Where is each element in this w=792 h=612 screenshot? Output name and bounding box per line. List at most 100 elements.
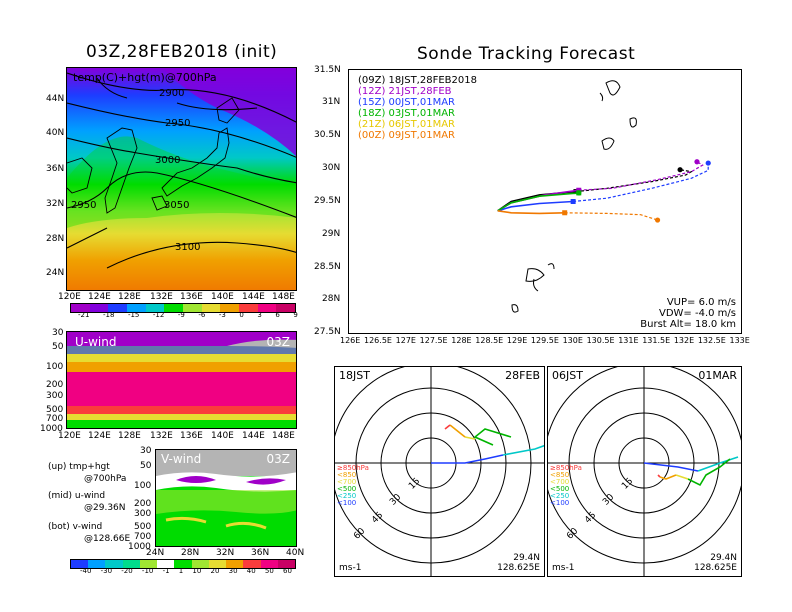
burst-marker (573, 189, 579, 195)
y-tick: 28N (322, 294, 341, 304)
hodo-legend-item: ≥850hPa (550, 464, 582, 472)
p-tick: 200 (46, 380, 64, 390)
x-tick: 129.5E (530, 336, 559, 345)
temp-scale-label: -21 (78, 311, 90, 319)
contour-label: 2950 (165, 118, 190, 129)
p-tick: 50 (140, 461, 152, 471)
lon-tick: 124E (88, 292, 111, 302)
wind-scale-label: 50 (264, 567, 274, 575)
y-tick: 27.5N (314, 327, 341, 337)
lon-tick: 128E (118, 292, 141, 302)
track-ascent-line (497, 210, 565, 215)
p-tick: 200 (134, 499, 152, 509)
track-ascent-line (497, 192, 579, 212)
contour-label: 3000 (155, 155, 180, 166)
legend-entry: (15Z) 00JST,01MAR (358, 97, 456, 108)
legend-entry: (00Z) 09JST,01MAR (358, 130, 456, 141)
uwind-label: U-wind (75, 335, 117, 349)
wind-scale-label: -40 (80, 567, 92, 575)
temp-scale-label: 6 (275, 311, 280, 319)
p-tick: 1000 (40, 424, 63, 434)
hodo-date: 28FEB (505, 369, 540, 382)
wind-scale-label: 40 (246, 567, 256, 575)
temp-scale-label: -3 (218, 311, 226, 319)
p-tick: 100 (46, 362, 64, 372)
x-tick: 130E (562, 336, 583, 345)
p-tick: 500 (46, 405, 64, 415)
x-tick: 130.5E (586, 336, 615, 345)
stat-value: 18.0 km (695, 319, 736, 330)
y-tick: 31.5N (314, 65, 341, 75)
tracking-plot (348, 69, 742, 334)
hodo-legend-item: <250 (337, 492, 357, 500)
wind-scale-label: 1 (178, 567, 184, 575)
x-tick: 127E (395, 336, 416, 345)
landing-point (576, 190, 582, 196)
x-tick: 132.5E (697, 336, 726, 345)
x-tick: 126E (340, 336, 361, 345)
vwind-time: 03Z (266, 452, 291, 466)
y-tick: 30N (322, 163, 341, 173)
hodo-legend-item: <850 (550, 471, 570, 479)
temp-scale-labels: -21 -18 -15 -12 -9 -6 -3 0 3 6 9 (78, 311, 298, 319)
lat-tick: 28N (181, 548, 200, 558)
wind-scale-label: -30 (100, 567, 113, 575)
tracking-chart: (09Z) 18JST,28FEB2018 (12Z) 21JST,28FEB … (348, 69, 742, 334)
contour-label: 2900 (159, 88, 184, 99)
hodograph-rings (335, 367, 544, 576)
x-tick: 131E (618, 336, 639, 345)
x-tick: 127.5E (419, 336, 448, 345)
temp-scale-label: 3 (257, 311, 262, 319)
wind-scale-labels: -40 -30 -20 -10 -1 1 10 20 30 40 50 60 (80, 567, 292, 575)
hodo-legend-item: <250 (550, 492, 570, 500)
lat-tick: 36N (46, 164, 65, 174)
p-tick: 500 (134, 522, 152, 532)
lat-tick: 44N (46, 94, 65, 104)
contour-label: 3050 (164, 200, 189, 211)
p-tick: 700 (46, 414, 64, 424)
burst-marker (570, 199, 576, 204)
lon-tick: 132E (150, 431, 173, 441)
p-tick: 300 (46, 391, 64, 401)
p-tick: 300 (134, 509, 152, 519)
lon-tick: 120E (58, 431, 81, 441)
vwind-section: V-wind 03Z (155, 449, 297, 547)
y-tick: 28.5N (314, 262, 341, 272)
hodo-time: 06JST (552, 369, 583, 382)
temp-scale-label: -15 (127, 311, 140, 319)
launch-stats: VUP= 6.0 m/s VDW= -4.0 m/s Burst Alt= 18… (640, 297, 736, 330)
temp-scale-label: 9 (293, 311, 298, 319)
lon-tick: 120E (58, 292, 81, 302)
p-tick: 50 (52, 342, 64, 352)
p-tick: 30 (52, 328, 64, 338)
x-tick: 133E (729, 336, 750, 345)
p-tick: 30 (140, 446, 152, 456)
y-tick: 29.5N (314, 196, 341, 206)
wind-scale-label: 10 (192, 567, 202, 575)
coastlines (511, 80, 637, 313)
y-tick: 29N (322, 229, 341, 239)
legend-entry: (09Z) 18JST,28FEB2018 (358, 75, 477, 86)
x-tick: 128E (451, 336, 472, 345)
lon-tick: 132E (150, 292, 173, 302)
x-tick: 128.5E (475, 336, 504, 345)
y-tick: 31N (322, 97, 341, 107)
note-up: (up) tmp+hgt @700hPa (48, 462, 127, 484)
hodograph-1: 18JST 28FEB ≥850hPa <850 <700 <500 <250 … (334, 366, 545, 577)
p-tick: 100 (134, 481, 152, 491)
lon-tick: 140E (211, 431, 234, 441)
temperature-map: 2900 2950 3000 3050 3100 2950 temp(C)+hg… (66, 67, 297, 291)
wind-scale-label: 20 (210, 567, 220, 575)
uwind-field (67, 332, 296, 428)
chart-title: Sonde Tracking Forecast (417, 44, 636, 64)
lat-tick: 32N (216, 548, 235, 558)
hodo-legend-item: <500 (337, 485, 357, 493)
lat-tick: 24N (46, 268, 65, 278)
wind-scale-label: -10 (141, 567, 154, 575)
hodo-date: 01MAR (698, 369, 737, 382)
hodo-legend: ≥850hPa <850 <700 <500 <250 <100 (337, 465, 369, 507)
note-mid: (mid) u-wind @29.36N (48, 491, 126, 513)
landing-point (705, 160, 711, 166)
hodograph-2: 06JST 01MAR ≥850hPa <850 <700 <500 <250 … (547, 366, 742, 577)
temp-scale-label: -9 (177, 311, 185, 319)
